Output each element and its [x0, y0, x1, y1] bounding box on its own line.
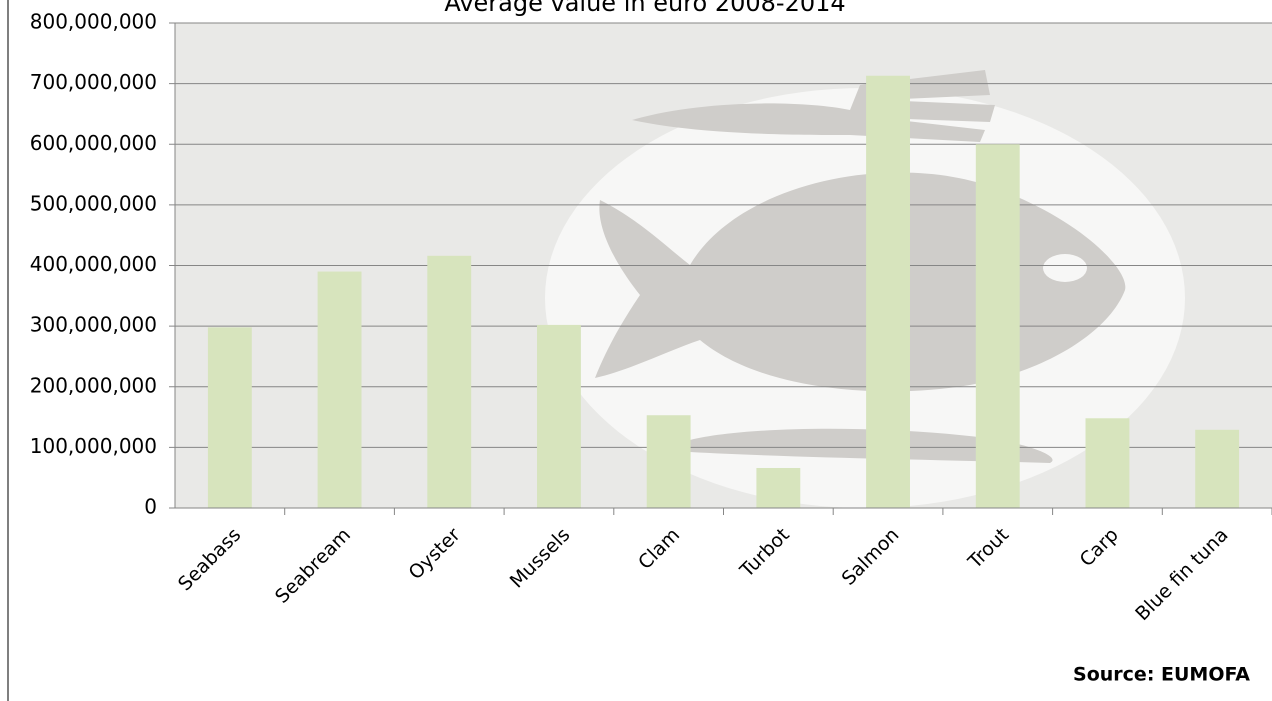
x-tick-label: Turbot — [735, 524, 793, 582]
bar — [647, 415, 691, 508]
y-tick-label: 0 — [144, 495, 157, 519]
bar — [976, 144, 1020, 508]
x-tick-label: Blue fin tuna — [1131, 524, 1232, 625]
page: {"chart_data": { "type": "bar", "title":… — [0, 0, 1272, 701]
bar — [208, 327, 252, 508]
y-tick-label: 200,000,000 — [30, 373, 157, 397]
x-tick-label: Mussels — [506, 524, 575, 593]
y-tick-label: 300,000,000 — [30, 313, 157, 337]
y-tick-label: 600,000,000 — [30, 131, 157, 155]
source-note: Source: EUMOFA — [1073, 664, 1250, 686]
bar — [537, 325, 581, 508]
y-tick-label: 400,000,000 — [30, 252, 157, 276]
x-tick-label: Salmon — [838, 524, 904, 590]
bar — [756, 468, 800, 508]
x-tick-label: Carp — [1076, 524, 1123, 571]
chart: Average value in euro 2008-2014 Source: … — [0, 0, 1272, 701]
y-tick-label: 500,000,000 — [30, 191, 157, 215]
y-tick-label: 100,000,000 — [30, 434, 157, 458]
bar — [1195, 430, 1239, 508]
x-tick-label: Clam — [634, 524, 684, 574]
bar — [1086, 418, 1130, 508]
y-tick-label: 700,000,000 — [30, 70, 157, 94]
fish-eye — [1043, 254, 1087, 282]
bar — [866, 76, 910, 508]
x-tick-label: Seabass — [174, 524, 245, 595]
chart-title: Average value in euro 2008-2014 — [444, 0, 845, 17]
bar — [318, 272, 362, 508]
x-tick-label: Trout — [963, 524, 1013, 574]
y-tick-label: 800,000,000 — [30, 10, 157, 34]
bar — [427, 256, 471, 508]
x-tick-label: Oyster — [405, 524, 465, 584]
x-tick-label: Seabream — [271, 524, 355, 608]
